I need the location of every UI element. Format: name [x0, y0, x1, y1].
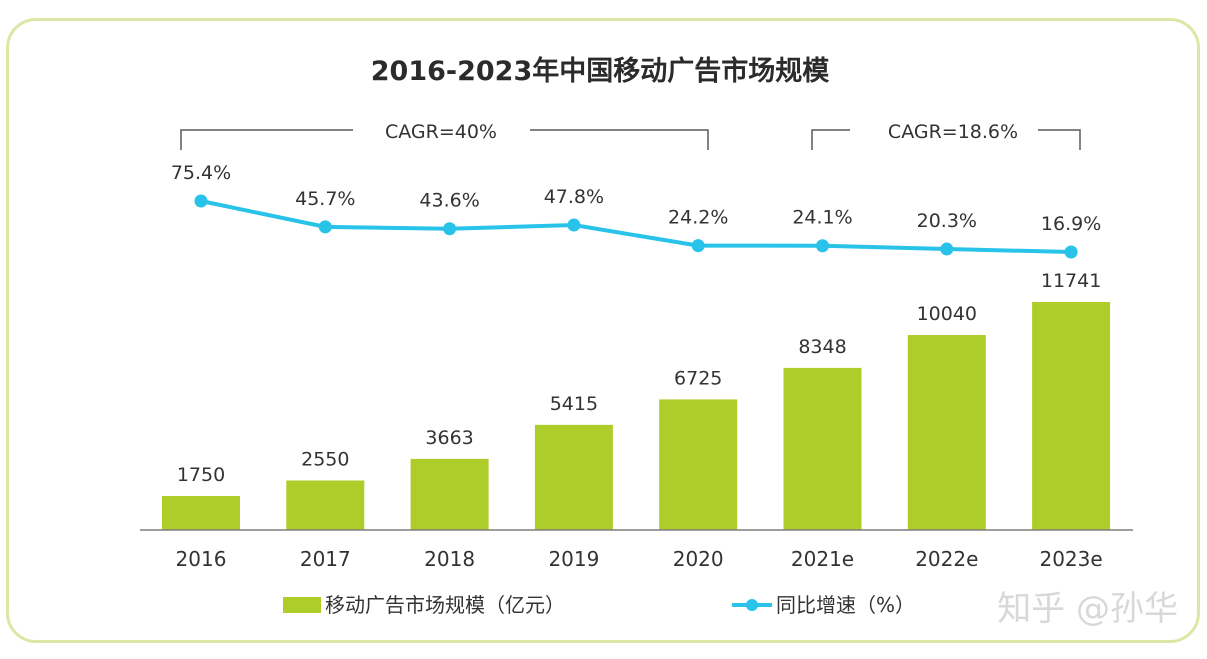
chart-card — [6, 18, 1200, 643]
bar-2022e — [907, 335, 986, 530]
x-tick-label: 2021e — [791, 547, 854, 571]
growth-line — [200, 199, 1072, 254]
growth-value-label: 24.2% — [668, 207, 728, 229]
growth-point-2023e — [1064, 245, 1078, 259]
bar-value-label: 11741 — [1041, 270, 1101, 292]
bar-2023e — [1032, 302, 1111, 530]
growth-point-2022e — [940, 242, 954, 256]
growth-value-label: 43.6% — [419, 190, 479, 212]
bar-value-label: 3663 — [425, 427, 473, 449]
growth-value-label: 24.1% — [792, 207, 852, 229]
x-axis-ticks: 2016 2017 2018 2019 2020 2021e 2022e 2023e — [176, 547, 1103, 571]
cagr-annotations: CAGR=40% CAGR=18.6% — [180, 121, 1081, 150]
bar-2020 — [659, 399, 738, 530]
growth-point-2017 — [318, 220, 332, 234]
legend-line-marker — [746, 599, 758, 611]
cagr-bracket-right — [530, 129, 709, 150]
legend-bar-label: 移动广告市场规模（亿元） — [325, 593, 565, 617]
bar-value-label: 8348 — [798, 336, 846, 358]
growth-value-label: 20.3% — [917, 210, 977, 232]
bar-value-label: 1750 — [177, 464, 225, 486]
cagr-label: CAGR=18.6% — [888, 121, 1018, 143]
chart-title: 2016-2023年中国移动广告市场规模 — [371, 55, 830, 87]
x-tick-label: 2018 — [424, 547, 475, 571]
growth-point-2016 — [194, 194, 208, 208]
x-tick-label: 2022e — [915, 547, 978, 571]
x-tick-label: 2016 — [176, 547, 227, 571]
bar-value-label: 10040 — [917, 303, 977, 325]
x-tick-label: 2023e — [1039, 547, 1102, 571]
growth-value-label: 75.4% — [171, 162, 231, 184]
growth-line-series: 75.4% 45.7% 43.6% 47.8% 24.2% 24.1% 20.3% 16.9% — [171, 162, 1101, 259]
cagr-label: CAGR=40% — [385, 121, 497, 143]
bar-series: 1750 2550 3663 5415 6725 8348 10040 11741 — [162, 270, 1111, 530]
legend-line-label: 同比增速（%） — [776, 593, 915, 617]
bar-value-label: 6725 — [674, 367, 722, 389]
bar-2018 — [410, 458, 489, 530]
growth-value-label: 16.9% — [1041, 213, 1101, 235]
legend: 移动广告市场规模（亿元） 同比增速（%） — [283, 593, 915, 617]
growth-point-2019 — [567, 218, 581, 232]
bar-2021e — [783, 367, 862, 530]
bar-2017 — [286, 480, 365, 530]
watermark: 知乎 @孙华 — [997, 589, 1178, 629]
bar-value-label: 2550 — [301, 448, 349, 470]
x-tick-label: 2019 — [548, 547, 599, 571]
growth-value-label: 45.7% — [295, 188, 355, 210]
growth-point-2021e — [816, 239, 829, 253]
cagr-bracket-left — [180, 129, 353, 150]
x-tick-label: 2017 — [300, 547, 351, 571]
bar-value-label: 5415 — [550, 393, 598, 415]
x-tick-label: 2020 — [673, 547, 724, 571]
bar-2016 — [162, 496, 240, 530]
bar-2019 — [534, 424, 613, 530]
cagr-bracket-right — [1038, 129, 1081, 150]
growth-value-label: 47.8% — [544, 186, 604, 208]
growth-point-2020 — [691, 239, 705, 253]
cagr-bracket-left — [811, 129, 850, 150]
growth-point-2018 — [443, 222, 457, 236]
legend-bar-swatch — [283, 597, 321, 613]
